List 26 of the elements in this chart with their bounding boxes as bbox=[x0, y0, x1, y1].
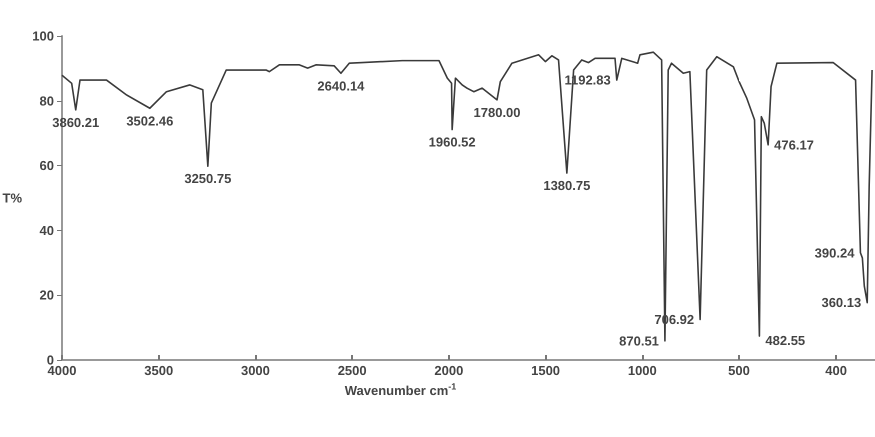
annotation: 476.17 bbox=[774, 137, 814, 152]
annotation: 3502.46 bbox=[126, 113, 174, 128]
x-tick-label: 3500 bbox=[144, 363, 174, 378]
annotation: 870.51 bbox=[619, 333, 659, 348]
annotation: 2640.14 bbox=[317, 78, 366, 94]
x-tick-label: 3000 bbox=[240, 363, 270, 378]
annotation: 3860.21 bbox=[52, 114, 100, 130]
x-tick-label: 1000 bbox=[628, 363, 657, 378]
x-tick-label: 400 bbox=[825, 363, 847, 378]
x-tick-label: 2000 bbox=[434, 363, 464, 378]
y-tick-label: 40 bbox=[40, 222, 54, 238]
x-tick-label: 500 bbox=[728, 363, 750, 378]
annotation: 360.13 bbox=[821, 295, 862, 310]
annotation: 1380.75 bbox=[543, 178, 590, 194]
y-tick-label: 100 bbox=[32, 28, 54, 44]
annotation: 1960.52 bbox=[428, 134, 476, 150]
annotation: 482.55 bbox=[765, 333, 806, 348]
annotation: 1780.00 bbox=[474, 104, 521, 120]
y-tick-label: 60 bbox=[40, 158, 54, 174]
y-axis-title: T% bbox=[2, 190, 22, 206]
annotation: 3250.75 bbox=[184, 171, 232, 186]
y-tick-label: 80 bbox=[40, 93, 54, 108]
annotation: 390.24 bbox=[814, 245, 856, 260]
y-tick-label: 20 bbox=[40, 288, 54, 303]
x-tick-label: 1500 bbox=[531, 363, 560, 378]
x-tick-label: 2500 bbox=[338, 363, 367, 378]
